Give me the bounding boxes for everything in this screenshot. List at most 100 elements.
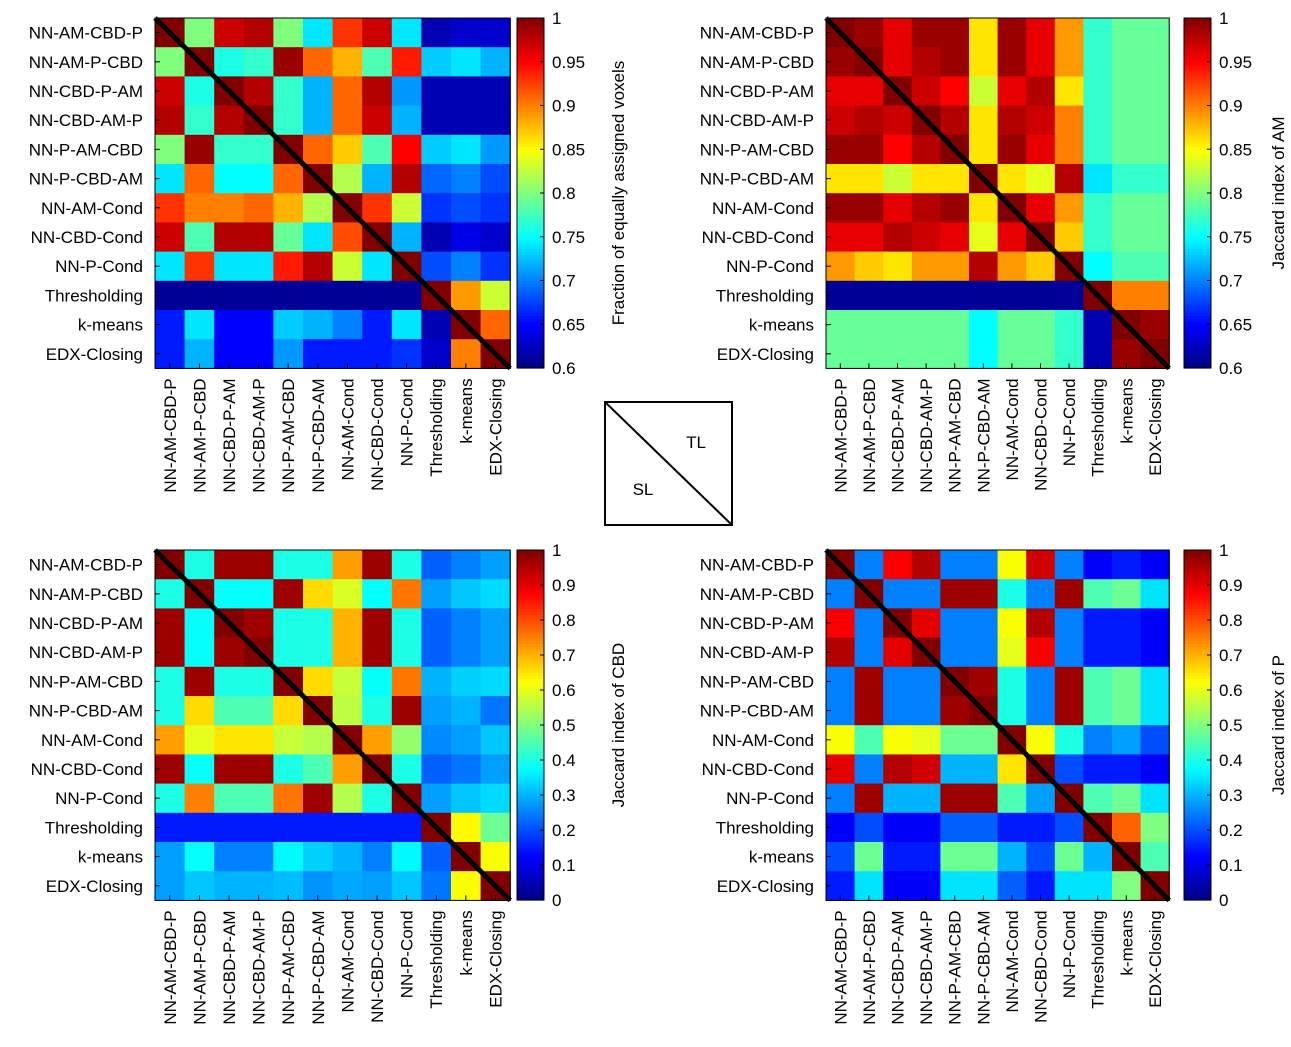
colorbar-swatch [517, 102, 544, 107]
row-label: NN-CBD-Cond [31, 760, 143, 779]
heatmap-cell [214, 193, 245, 223]
colorbar-swatch [517, 897, 544, 901]
heatmap-cell [1083, 842, 1113, 872]
colorbar-swatch [517, 187, 544, 191]
colorbar-swatch [517, 44, 544, 48]
colorbar-swatch [1184, 655, 1211, 659]
heatmap-cell [303, 105, 334, 136]
colorbar-swatch [1184, 265, 1211, 270]
colorbar-swatch [1184, 841, 1211, 846]
heatmap-cell [332, 579, 363, 609]
colorbar-swatch [517, 862, 544, 866]
col-label: NN-CBD-AM-P [917, 910, 936, 1024]
colorbar-swatch [517, 204, 544, 209]
heatmap-cell [273, 637, 304, 668]
heatmap-cell [451, 725, 482, 755]
colorbar-swatch [517, 789, 544, 793]
heatmap-cell [997, 608, 1027, 639]
colorbar-tick-label: 0.85 [552, 140, 585, 159]
heatmap-cell [214, 222, 245, 253]
heatmap-cell [184, 134, 215, 165]
colorbar-swatch [1184, 742, 1211, 747]
heatmap-cell [1054, 812, 1084, 843]
colorbar-swatch [517, 856, 544, 860]
colorbar-swatch [517, 335, 544, 340]
heatmap-cell [451, 579, 482, 609]
row-label: NN-AM-Cond [712, 731, 814, 750]
colorbar-swatch [1184, 628, 1211, 633]
heatmap-jaccard-cbd: NN-AM-CBD-P NN-AM-P-CBD NN-CBD-P-AM NN-CBD-… [29, 541, 628, 1025]
heatmap-cell [854, 696, 884, 726]
colorbar-swatch [1184, 867, 1211, 872]
heatmap-cell [184, 725, 215, 755]
colorbar-swatch [1184, 666, 1211, 671]
colorbar-swatch [517, 865, 544, 869]
heatmap-cell [184, 193, 215, 223]
heatmap-cell [155, 725, 186, 755]
heatmap-cell [1112, 696, 1142, 726]
colorbar-swatch [517, 637, 544, 642]
colorbar-swatch [1184, 617, 1211, 621]
col-label: NN-P-Cond [1060, 378, 1079, 466]
colorbar-swatch [1184, 44, 1211, 48]
colorbar-swatch [1184, 79, 1211, 83]
colorbar-swatch [517, 777, 544, 782]
heatmap-cell [1112, 725, 1142, 755]
heatmap-cell [883, 280, 913, 311]
colorbar-swatch [517, 617, 544, 621]
heatmap-cell [332, 608, 363, 639]
colorbar-swatch [517, 108, 544, 112]
heatmap-cell [1026, 47, 1056, 77]
colorbar-tick-label: 1 [552, 541, 561, 560]
col-label: NN-P-Cond [398, 378, 417, 466]
colorbar-swatch [1184, 29, 1211, 34]
heatmap-cell [184, 164, 215, 194]
colorbar-swatch [1184, 736, 1211, 741]
heatmap-cell [273, 725, 304, 755]
heatmap-cell [303, 754, 334, 785]
colorbar-swatch [1184, 882, 1211, 887]
colorbar-swatch [1184, 768, 1211, 773]
row-label: NN-AM-P-CBD [29, 53, 143, 72]
heatmap-cell [155, 579, 186, 609]
colorbar-swatch [1184, 862, 1211, 866]
colorbar-swatch [517, 20, 544, 25]
heatmap-cell [362, 134, 393, 165]
colorbar-swatch [1184, 242, 1211, 247]
colorbar-swatch [1184, 789, 1211, 793]
heatmap-cell [480, 222, 511, 253]
colorbar-swatch [517, 701, 544, 706]
heatmap-cell [969, 783, 999, 814]
heatmap-cell [1083, 579, 1113, 609]
heatmap-cell [997, 76, 1027, 107]
heatmap-cell [883, 18, 913, 48]
heatmap-cell [854, 637, 884, 668]
heatmap-cell [854, 725, 884, 755]
heatmap-cell [1112, 18, 1142, 48]
heatmap-cell [362, 579, 393, 609]
colorbar-tick-label: 0.75 [1219, 228, 1252, 247]
colorbar-swatch [517, 318, 544, 322]
colorbar-swatch [517, 582, 544, 586]
heatmap-cell [1026, 164, 1056, 194]
heatmap-cell [1083, 754, 1113, 785]
heatmap-cell [1140, 18, 1170, 48]
diagonal-line [153, 548, 512, 903]
colorbar-swatch [517, 207, 544, 212]
heatmap-cell [243, 193, 274, 223]
colorbar-swatch [1184, 596, 1211, 601]
colorbar-tick-label: 0.7 [552, 646, 576, 665]
colorbar-swatch [1184, 114, 1211, 118]
plot-frame [825, 549, 1170, 901]
col-label: NN-P-Cond [398, 910, 417, 998]
colorbar-swatch [517, 573, 544, 577]
heatmap-cell [1054, 842, 1084, 872]
colorbar-swatch [1184, 309, 1211, 314]
colorbar-swatch [1184, 268, 1211, 273]
heatmap-cell [273, 579, 304, 609]
row-label: NN-CBD-AM-P [700, 643, 814, 662]
heatmap-cell [421, 666, 452, 697]
heatmap-cell [997, 550, 1027, 580]
colorbar-swatch [1184, 111, 1211, 115]
row-label: NN-CBD-P-AM [29, 82, 143, 101]
